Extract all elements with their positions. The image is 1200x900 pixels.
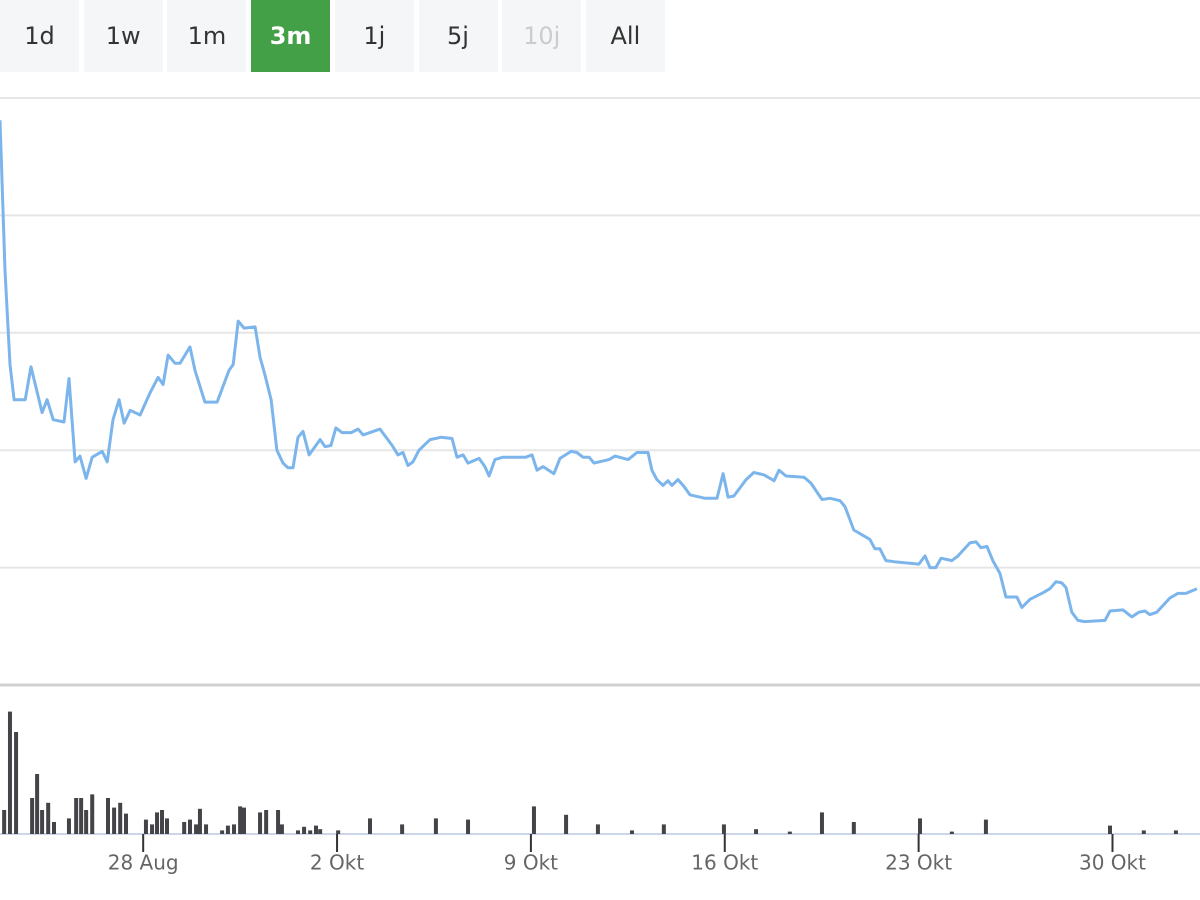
volume-bar <box>564 814 569 834</box>
volume-bar <box>400 824 405 834</box>
x-tick-label: 23 Okt <box>885 851 952 875</box>
volume-bar <box>238 806 243 834</box>
range-button[interactable]: 3m <box>251 0 331 72</box>
price-line <box>0 120 1198 624</box>
volume-bar <box>1141 830 1146 834</box>
volume-bar <box>1173 830 1178 834</box>
volume-bar <box>279 824 284 834</box>
volume-bar <box>308 830 313 834</box>
volume-bar <box>983 819 988 834</box>
volume-bar <box>194 824 199 834</box>
range-button[interactable]: 5j <box>418 0 498 72</box>
volume-bar <box>197 808 202 834</box>
x-tick-label: 16 Okt <box>691 851 758 875</box>
range-button[interactable]: 1d <box>0 0 79 72</box>
volume-bar <box>302 826 307 834</box>
volume-bar <box>52 822 57 834</box>
volume-bar <box>225 825 230 834</box>
volume-bar <box>124 813 129 834</box>
x-tick-label: 30 Okt <box>1079 851 1146 875</box>
range-button: 10j <box>502 0 582 72</box>
volume-bar <box>466 819 471 834</box>
volume-bar <box>118 802 123 834</box>
x-tick-label: 9 Okt <box>504 851 558 875</box>
volume-bar <box>918 818 923 834</box>
volume-bar <box>79 798 84 834</box>
volume-bar <box>241 807 246 834</box>
volume-bar <box>220 830 225 834</box>
volume-bar <box>629 830 634 834</box>
volume-bar <box>187 819 192 834</box>
x-tick-label: 28 Aug <box>108 851 179 875</box>
volume-bar <box>14 732 19 834</box>
volume-bar <box>35 774 40 834</box>
volume-bar <box>160 810 165 834</box>
volume-bar <box>367 818 372 834</box>
x-tick-label: 2 Okt <box>310 851 364 875</box>
volume-bar <box>787 831 792 834</box>
volume-bar <box>313 825 318 834</box>
volume-bar <box>106 798 111 834</box>
volume-bar <box>204 824 209 834</box>
volume-bar <box>851 822 856 834</box>
volume-bar <box>143 819 148 834</box>
volume-bar <box>74 798 79 834</box>
volume-bar <box>264 810 269 834</box>
volume-bar <box>258 812 263 834</box>
volume-bar <box>164 818 169 834</box>
volume-bar <box>66 818 71 834</box>
range-button[interactable]: All <box>585 0 665 72</box>
volume-bar <box>318 829 323 834</box>
volume-bar <box>7 711 12 834</box>
volume-bar <box>336 830 341 834</box>
volume-bar <box>40 810 45 834</box>
volume-bar <box>182 822 187 834</box>
volume-bar <box>232 824 237 834</box>
volume-bar <box>46 802 51 834</box>
volume-bar <box>150 824 155 834</box>
volume-bar <box>1107 825 1112 834</box>
volume-bar <box>531 806 536 834</box>
volume-bar <box>819 812 824 834</box>
range-button[interactable]: 1w <box>83 0 163 72</box>
volume-bar <box>754 829 759 834</box>
range-button[interactable]: 1m <box>167 0 247 72</box>
range-button[interactable]: 1j <box>334 0 414 72</box>
volume-bar <box>276 810 281 834</box>
volume-bar <box>721 824 726 834</box>
volume-bar <box>433 818 438 834</box>
volume-bar <box>90 794 95 834</box>
volume-bar <box>661 824 666 834</box>
volume-bar <box>84 810 89 834</box>
volume-bar <box>112 807 117 834</box>
volume-bar <box>155 812 160 834</box>
volume-bar <box>30 798 35 834</box>
volume-bar <box>595 824 600 834</box>
volume-bar <box>295 830 300 834</box>
volume-bar <box>2 810 7 834</box>
volume-bar <box>949 831 954 834</box>
